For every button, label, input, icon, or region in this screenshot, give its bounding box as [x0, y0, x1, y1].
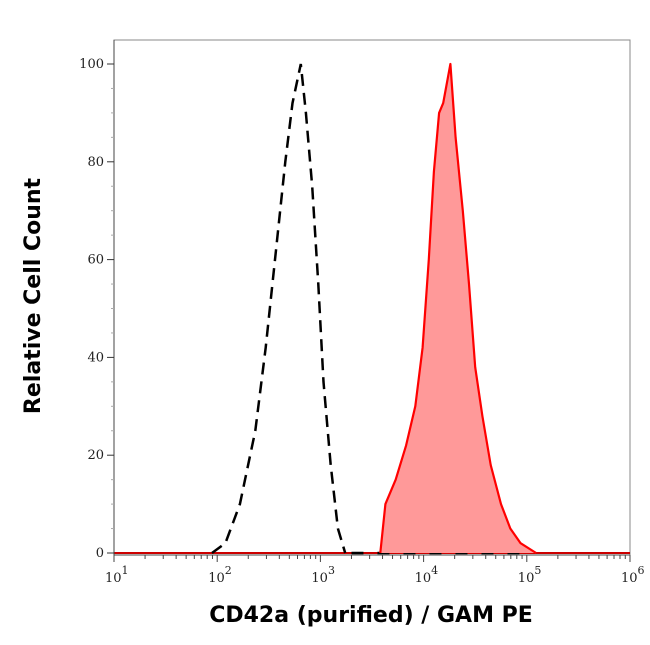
x-tick-label: 104 — [415, 564, 439, 586]
y-tick-label: 40 — [87, 350, 104, 365]
plot-frame — [113, 39, 631, 556]
x-tick-exponent: 3 — [328, 564, 335, 577]
x-tick-label: 103 — [311, 564, 335, 586]
x-tick-exponent: 4 — [431, 564, 438, 577]
y-tick-label: 60 — [87, 253, 104, 268]
y-tick-label: 80 — [87, 155, 104, 170]
x-tick-base: 10 — [415, 571, 432, 586]
x-tick-base: 10 — [518, 571, 535, 586]
series-red-line — [379, 62, 537, 554]
x-tick-exponent: 2 — [225, 564, 232, 577]
x-tick-base: 10 — [208, 571, 225, 586]
x-tick-exponent: 1 — [122, 564, 129, 577]
x-tick-exponent: 5 — [534, 564, 541, 577]
x-tick-label: 102 — [208, 564, 232, 586]
x-axis-title: CD42a (purified) / GAM PE — [209, 603, 533, 628]
series-red-fill — [380, 64, 537, 553]
x-tick-label: 106 — [621, 564, 645, 586]
x-tick-base: 10 — [105, 571, 122, 586]
x-tick-base: 10 — [621, 571, 638, 586]
y-tick-label: 20 — [87, 448, 104, 463]
x-tick-base: 10 — [311, 571, 328, 586]
y-axis-title: Relative Cell Count — [21, 177, 46, 414]
x-tick-label: 105 — [518, 564, 542, 586]
series-black-dashed-line — [211, 63, 347, 555]
x-tick-label: 101 — [105, 564, 129, 586]
y-tick-label: 100 — [79, 57, 104, 72]
y-tick-label: 0 — [96, 546, 104, 561]
x-tick-exponent: 6 — [638, 564, 645, 577]
